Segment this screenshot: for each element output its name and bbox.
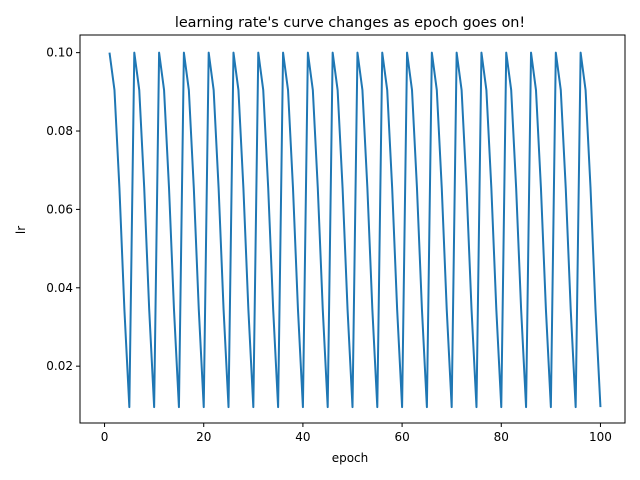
x-tick-label: 20 xyxy=(196,430,211,444)
x-tick-label: 60 xyxy=(394,430,409,444)
y-tick-label: 0.06 xyxy=(46,202,73,216)
x-axis: 0 20 40 60 80 100 xyxy=(101,423,612,444)
y-tick-label: 0.08 xyxy=(46,124,73,138)
x-tick-label: 100 xyxy=(589,430,612,444)
x-tick-label: 80 xyxy=(494,430,509,444)
axes-frame xyxy=(79,34,626,424)
x-tick-label: 0 xyxy=(101,430,109,444)
x-tick-label: 40 xyxy=(295,430,310,444)
chart-title: learning rate's curve changes as epoch g… xyxy=(175,15,525,31)
y-tick-label: 0.04 xyxy=(46,281,73,295)
y-axis: 0.02 0.04 0.06 0.08 0.10 xyxy=(46,46,80,373)
series-line-lr xyxy=(108,51,602,409)
y-tick-label: 0.10 xyxy=(46,46,73,60)
plot-area xyxy=(108,51,602,409)
y-tick-label: 0.02 xyxy=(46,359,73,373)
y-axis-label: lr xyxy=(14,226,28,234)
x-axis-label: epoch xyxy=(332,451,369,465)
